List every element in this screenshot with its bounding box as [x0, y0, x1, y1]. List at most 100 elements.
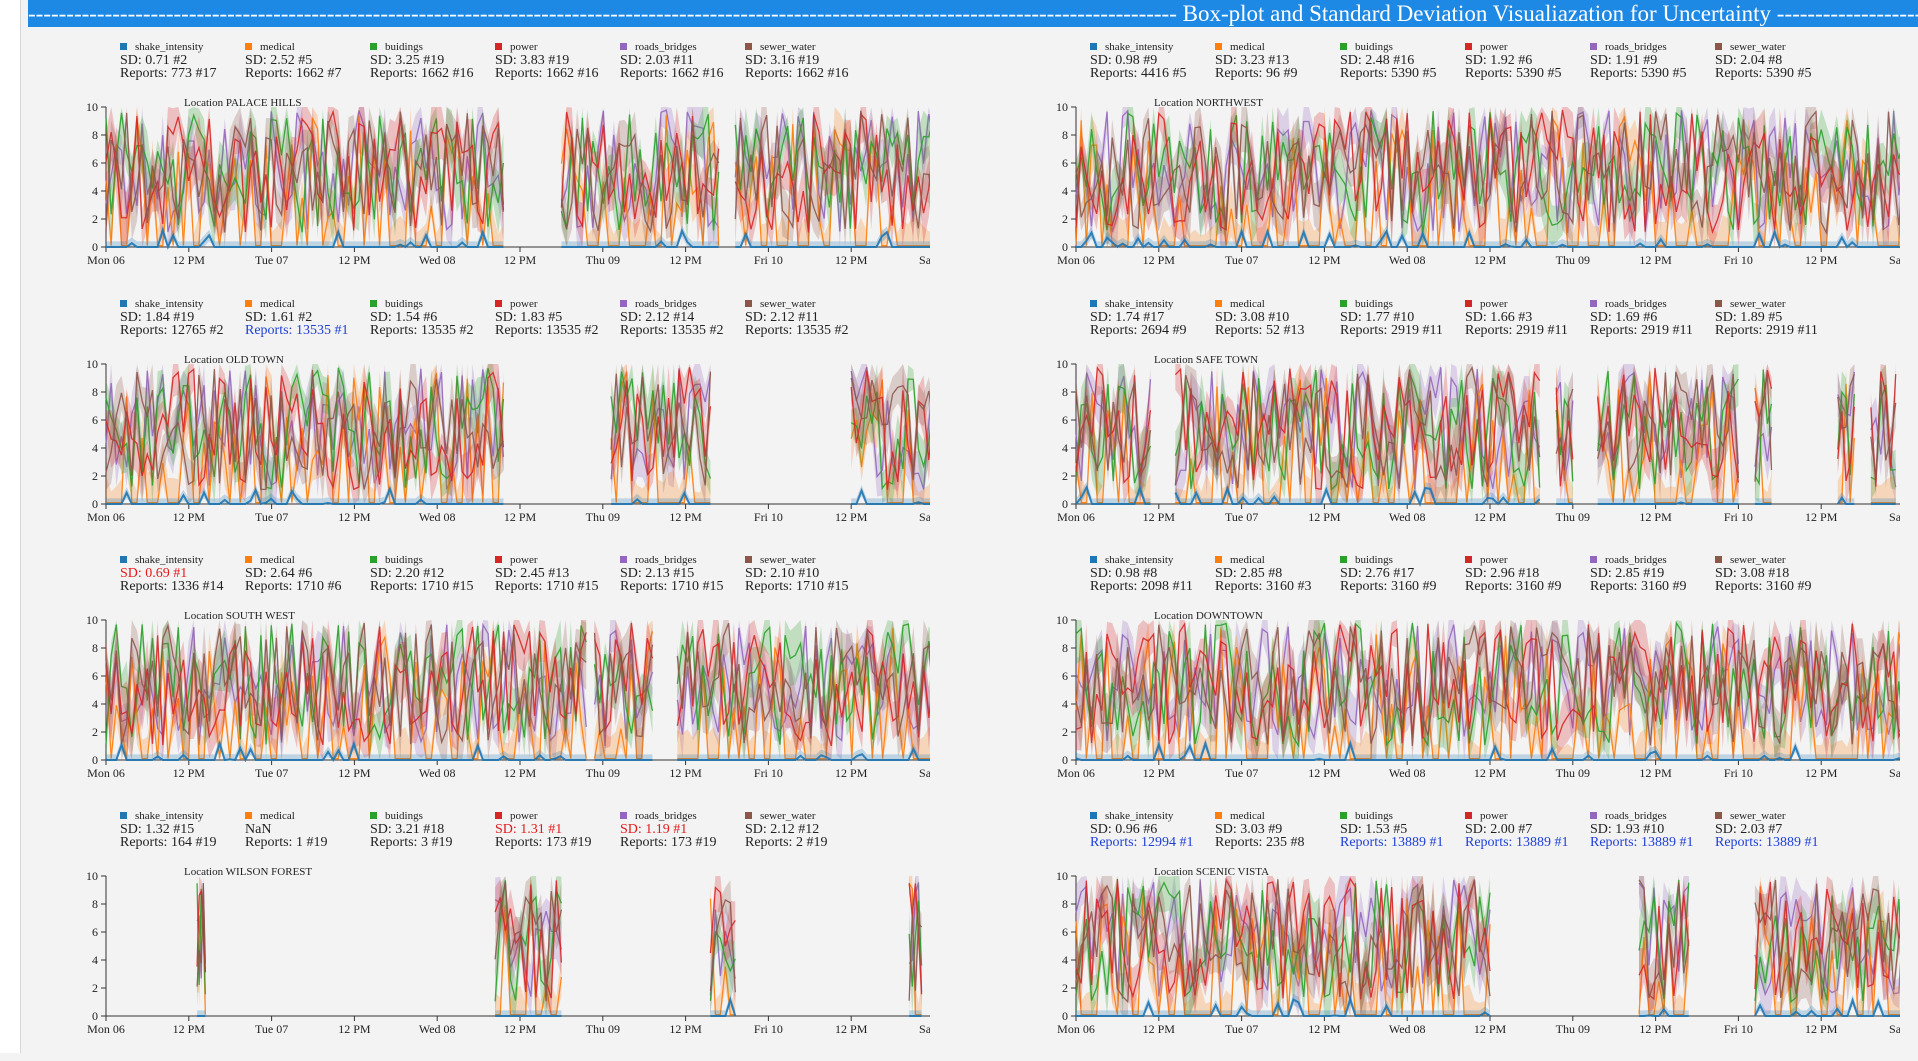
legend-label-power: power: [510, 554, 538, 566]
legend-label-sewer_water: sewer_water: [760, 810, 816, 822]
x-tick-label: Wed 08: [1389, 253, 1426, 267]
series-line-sewer_water: [1837, 374, 1855, 430]
series-line-medical: [1075, 391, 1151, 504]
legend-label-power: power: [510, 298, 538, 310]
series-band-roads_bridges: [1754, 876, 1904, 1016]
x-tick-label: 12 PM: [1805, 1022, 1838, 1036]
x-tick-label: Mon 06: [1057, 1022, 1095, 1036]
y-tick-label: 10: [86, 357, 98, 371]
y-tick-label: 0: [1062, 753, 1068, 767]
series-line-shake_intensity: [106, 740, 587, 763]
legend-label-buildings: buidings: [1355, 298, 1393, 310]
x-tick-label: Fri 10: [1724, 1022, 1753, 1036]
x-tick-label: 12 PM: [1805, 253, 1838, 267]
y-tick-label: 8: [1062, 128, 1068, 142]
y-tick-label: 10: [1056, 100, 1068, 114]
plot-area: [1075, 876, 1905, 1017]
series-line-shake_intensity: [106, 485, 504, 506]
series-line-buildings: [850, 378, 935, 491]
legend-label-medical: medical: [260, 554, 295, 566]
legend-swatch-shake_intensity: [1090, 43, 1097, 50]
series-band-shake_intensity: [909, 1010, 922, 1016]
series-line-roads_bridges: [850, 366, 935, 490]
sd-value-buildings: SD: 2.48 #16: [1340, 53, 1414, 68]
location-label: Location DOWNTOWN: [1154, 610, 1263, 622]
sd-value-power: SD: 2.96 #18: [1465, 566, 1539, 581]
y-tick-label: 10: [86, 869, 98, 883]
reports-value-roads_bridges: Reports: 13535 #2: [620, 323, 723, 338]
sd-value-power: SD: 3.83 #19: [495, 53, 569, 68]
series-band-sewer_water: [106, 364, 504, 504]
legend-swatch-shake_intensity: [1090, 556, 1097, 563]
sd-value-buildings: SD: 2.76 #17: [1340, 566, 1414, 581]
sd-value-shake_intensity: SD: 0.96 #6: [1090, 822, 1157, 837]
series-line-power: [908, 883, 923, 995]
reports-value-power: Reports: 5390 #5: [1465, 66, 1561, 81]
series-band-medical: [106, 107, 504, 247]
x-tick-label: Sat 11: [919, 510, 930, 524]
x-tick-label: Tue 07: [255, 253, 288, 267]
x-tick-label: Mon 06: [87, 766, 125, 780]
sd-value-medical: NaN: [245, 822, 271, 837]
series-band-shake_intensity: [1076, 993, 1490, 1016]
legend-swatch-shake_intensity: [120, 556, 127, 563]
sd-value-medical: SD: 3.08 #10: [1215, 310, 1289, 325]
series-band-sewer_water: [735, 107, 934, 247]
series-line-shake_intensity: [851, 487, 934, 505]
reports-value-buildings: Reports: 3160 #9: [1340, 579, 1436, 594]
series-line-power: [676, 628, 935, 747]
series-line-shake_intensity: [1639, 1007, 1689, 1017]
sd-value-shake_intensity: SD: 0.71 #2: [120, 53, 187, 68]
page-title: Box-plot and Standard Deviation Visualia…: [1182, 1, 1772, 26]
y-tick-label: 8: [1062, 897, 1068, 911]
series-line-buildings: [1174, 370, 1541, 491]
series-band-shake_intensity: [106, 483, 504, 504]
series-band-roads_bridges: [1175, 364, 1540, 504]
sd-value-buildings: SD: 3.25 #19: [370, 53, 444, 68]
x-tick-label: Wed 08: [1389, 1022, 1426, 1036]
legend-swatch-power: [1465, 556, 1472, 563]
x-tick-label: 12 PM: [1308, 253, 1341, 267]
title-dashes-right: ----------------------------------------…: [1776, 1, 1918, 26]
series-line-power: [1596, 367, 1740, 483]
series-line-sewer_water: [850, 377, 935, 480]
legend-swatch-power: [1465, 43, 1472, 50]
sd-value-roads_bridges: SD: 2.13 #15: [620, 566, 694, 581]
y-tick-label: 8: [1062, 385, 1068, 399]
series-line-shake_intensity: [611, 490, 711, 505]
x-tick-label: Mon 06: [87, 253, 125, 267]
x-tick-label: 12 PM: [1308, 766, 1341, 780]
legend-swatch-roads_bridges: [620, 43, 627, 50]
series-line-sewer_water: [1555, 388, 1574, 471]
y-tick-label: 0: [1062, 1009, 1068, 1023]
series-line-medical: [1555, 397, 1573, 504]
reports-value-buildings: Reports: 5390 #5: [1340, 66, 1436, 81]
series-line-power: [1638, 894, 1690, 1001]
legend-label-medical: medical: [1230, 41, 1265, 53]
series-band-buildings: [1076, 364, 1151, 498]
legend-swatch-roads_bridges: [1590, 556, 1597, 563]
legend-swatch-buildings: [370, 300, 377, 307]
sd-value-roads_bridges: SD: 1.19 #1: [620, 822, 687, 837]
series-band-power: [1639, 876, 1689, 1016]
y-tick-label: 4: [1062, 953, 1068, 967]
y-tick-label: 10: [1056, 357, 1068, 371]
y-tick-label: 2: [1062, 469, 1068, 483]
legend-label-medical: medical: [1230, 554, 1265, 566]
y-tick-label: 4: [92, 184, 98, 198]
legend-label-buildings: buidings: [385, 41, 423, 53]
series-band-sewer_water: [851, 364, 934, 504]
series-band-roads_bridges: [735, 107, 934, 247]
x-tick-label: 12 PM: [1474, 1022, 1507, 1036]
reports-value-power: Reports: 13889 #1: [1465, 835, 1568, 850]
reports-value-sewer_water: Reports: 1710 #15: [745, 579, 848, 594]
series-band-shake_intensity: [1076, 481, 1151, 504]
chart-panel-wilson-forest: shake_intensity SD: 1.32 #15 Reports: 164 …: [30, 799, 949, 1056]
x-tick-label: Tue 07: [1225, 766, 1258, 780]
series-sewer_water: [1075, 876, 1905, 1016]
series-line-sewer_water: [1075, 381, 1152, 480]
legend-label-roads_bridges: roads_bridges: [635, 554, 697, 566]
series-shake_intensity: [106, 483, 934, 506]
